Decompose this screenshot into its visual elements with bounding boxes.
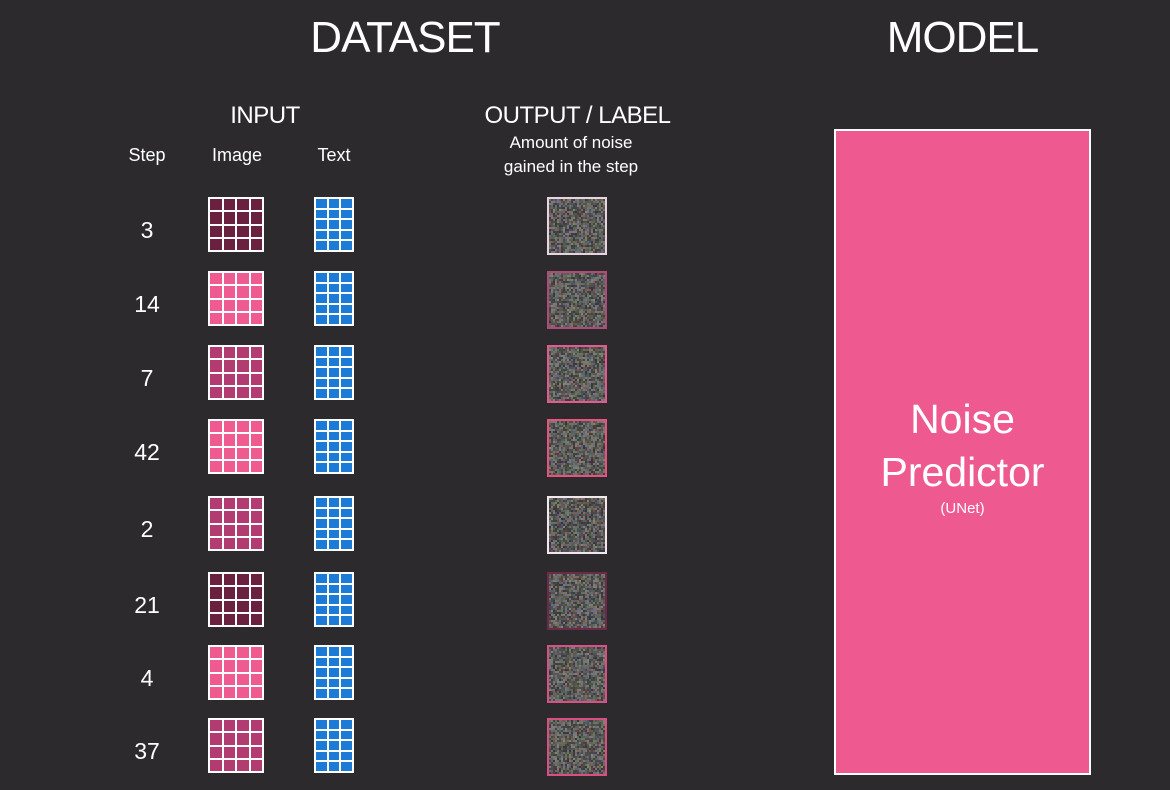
text-grid-icon: [314, 419, 354, 474]
step-number: 42: [134, 439, 160, 465]
text-grid-icon: [314, 197, 354, 252]
text-grid-icon: [314, 572, 354, 627]
noise-predictor-box: Noise Predictor (UNet): [834, 129, 1091, 775]
step-number: 4: [140, 665, 154, 691]
dataset-title: DATASET: [310, 13, 500, 62]
model-name-line-2: Predictor: [880, 449, 1045, 495]
model-subtitle: (UNet): [940, 500, 985, 517]
text-grid-icon: [314, 718, 354, 773]
step-number: 3: [140, 217, 154, 243]
noise-image: [547, 271, 607, 329]
image-grid-icon: [208, 496, 264, 551]
step-number: 7: [140, 365, 154, 391]
image-grid-icon: [208, 271, 264, 326]
image-grid-icon: [208, 572, 264, 627]
step-number: 2: [140, 516, 154, 542]
text-column-header: Text: [317, 145, 351, 165]
noise-image: [547, 496, 607, 554]
image-grid-icon: [208, 345, 264, 400]
image-grid-icon: [208, 419, 264, 474]
step-number: 21: [134, 592, 160, 618]
output-description-line-1: Amount of noise: [509, 133, 633, 152]
noise-image: [547, 345, 607, 403]
noise-image: [547, 718, 607, 776]
model-title: MODEL: [886, 13, 1039, 62]
text-grid-icon: [314, 271, 354, 326]
output-label-heading: OUTPUT / LABEL: [484, 102, 671, 129]
output-description-line-2: gained in the step: [503, 157, 639, 176]
step-column-header: Step: [128, 145, 166, 165]
step-number: 14: [134, 291, 160, 317]
text-grid-icon: [314, 645, 354, 700]
model-name: Noise Predictor: [836, 393, 1089, 499]
noise-image: [547, 572, 607, 630]
image-grid-icon: [208, 645, 264, 700]
text-grid-icon: [314, 496, 354, 551]
output-description: Amount of noise gained in the step: [450, 131, 692, 179]
step-number: 37: [134, 738, 160, 764]
text-grid-icon: [314, 345, 354, 400]
image-column-header: Image: [211, 145, 263, 165]
image-grid-icon: [208, 718, 264, 773]
image-grid-icon: [208, 197, 264, 252]
model-name-line-1: Noise: [910, 396, 1015, 442]
noise-image: [547, 197, 607, 255]
noise-image: [547, 419, 607, 477]
noise-image: [547, 645, 607, 703]
input-heading: INPUT: [230, 102, 300, 129]
